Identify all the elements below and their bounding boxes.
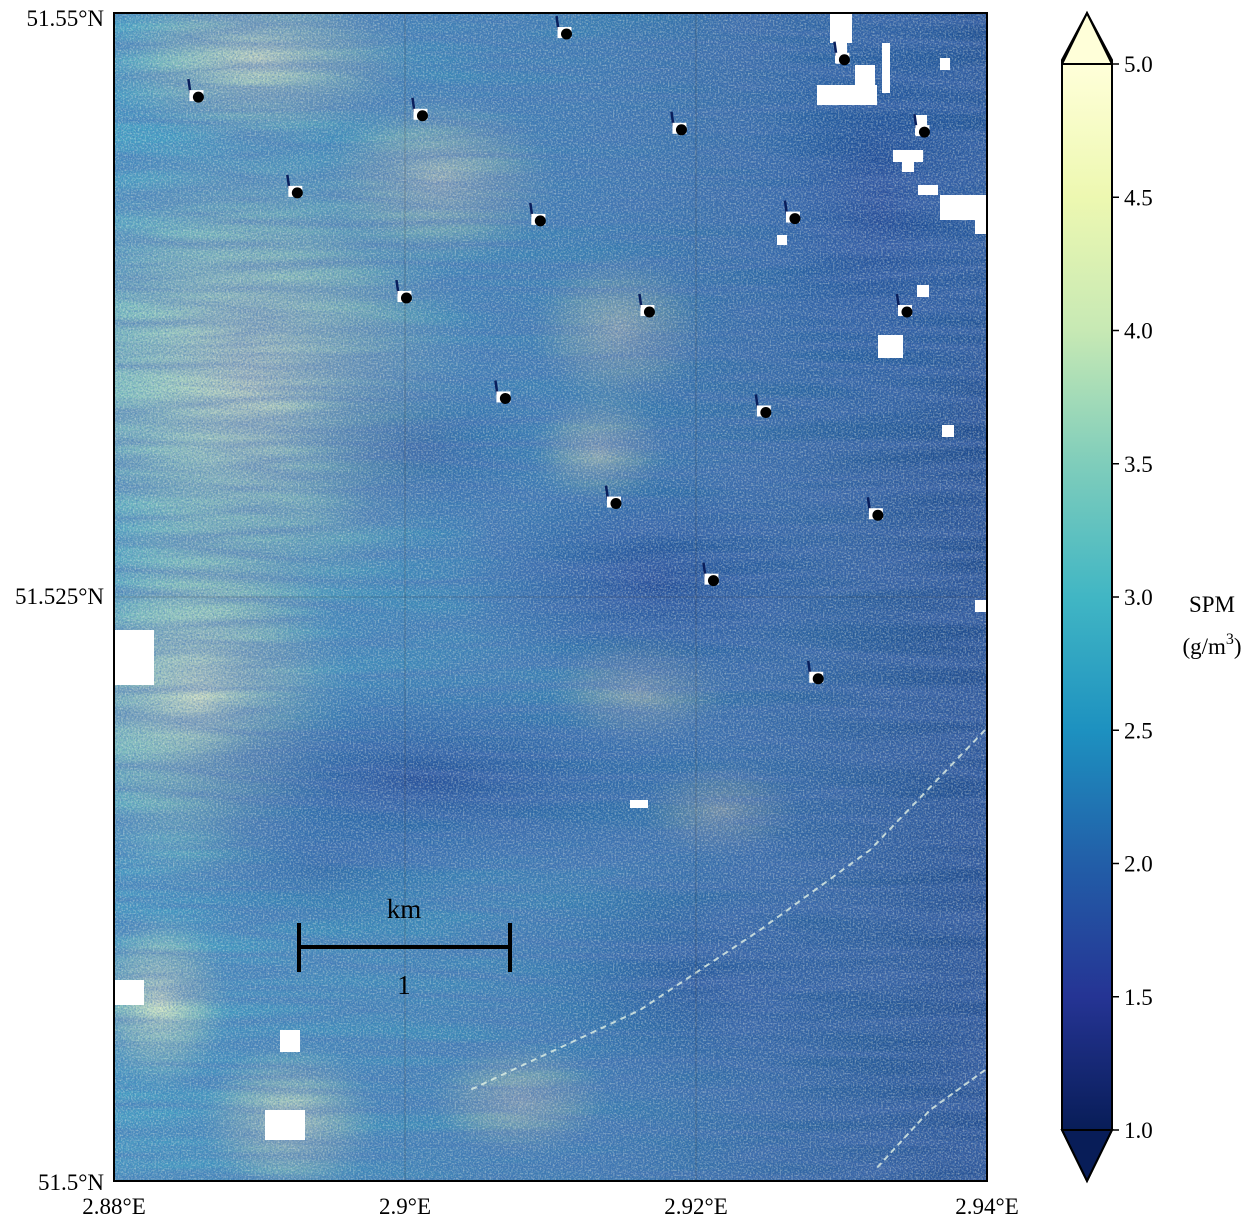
colorbar-tick-label: 1.5 xyxy=(1124,985,1153,1010)
turbine-marker xyxy=(555,15,573,40)
map-frame xyxy=(113,12,988,1182)
latitude-tick-labels: 51.55°N 51.525°N 51.5°N xyxy=(15,6,104,1195)
colorbar-tick-label: 3.5 xyxy=(1124,452,1153,477)
colorbar-tick-label: 5.0 xyxy=(1124,52,1153,77)
lon-tick-label-4: 2.94°E xyxy=(955,1194,1019,1219)
turbine-marker xyxy=(395,279,412,304)
colorbar-tick-label: 1.0 xyxy=(1124,1118,1153,1143)
colorbar-gradient xyxy=(1062,64,1112,1130)
colorbar-tick-label: 3.0 xyxy=(1124,585,1153,610)
no-data-mask xyxy=(114,13,987,1140)
colorbar-tick-label: 2.0 xyxy=(1124,852,1153,877)
turbine-marker xyxy=(806,660,824,685)
turbine-marker xyxy=(702,562,719,587)
turbine-marker xyxy=(638,293,655,318)
turbine-marker xyxy=(754,394,772,418)
turbine-marker xyxy=(529,202,546,227)
turbine-marker xyxy=(187,78,204,103)
turbine-marker xyxy=(286,174,303,199)
turbine-marker xyxy=(604,485,622,510)
turbine-marker xyxy=(494,380,511,404)
colorbar: 1.0 1.5 2.0 2.5 3.0 3.5 4.0 4.5 5.0 SPM (g/m3) xyxy=(1060,10,1242,1184)
lon-tick-label-3: 2.92°E xyxy=(664,1194,728,1219)
scale-bar: km 1 xyxy=(297,894,512,1000)
longitude-tick-labels: 2.88°E 2.9°E 2.92°E 2.94°E xyxy=(82,1194,1019,1219)
turbine-marker xyxy=(913,113,930,138)
turbine-marker xyxy=(895,293,913,318)
turbine-marker xyxy=(670,111,687,136)
spm-raster-map: km 1 xyxy=(114,13,987,1181)
lat-tick-label-middle: 51.525°N xyxy=(15,584,104,609)
lon-tick-label-1: 2.88°E xyxy=(82,1194,146,1219)
colorbar-label-units: (g/m3) xyxy=(1182,631,1241,659)
turbine-marker xyxy=(833,41,850,66)
turbine-marker xyxy=(783,200,801,225)
gridlines xyxy=(114,13,987,1181)
scale-bar-unit: km xyxy=(387,894,422,924)
lat-tick-label-bottom: 51.5°N xyxy=(38,1170,104,1195)
colorbar-extend-min xyxy=(1060,1129,1114,1184)
turbine-marker xyxy=(411,97,428,122)
colorbar-label-title: SPM xyxy=(1189,592,1235,617)
turbine-marker xyxy=(866,497,884,521)
colorbar-extend-max xyxy=(1061,10,1113,65)
lon-tick-label-2: 2.9°E xyxy=(379,1194,431,1219)
colorbar-tick-label: 2.5 xyxy=(1124,718,1153,743)
lat-tick-label-top: 51.55°N xyxy=(26,6,104,31)
turbine-markers xyxy=(187,15,930,685)
scale-bar-length: 1 xyxy=(397,970,411,1000)
colorbar-tick-label: 4.5 xyxy=(1124,185,1153,210)
colorbar-tick-label: 4.0 xyxy=(1124,319,1153,344)
colorbar-ticks: 1.0 1.5 2.0 2.5 3.0 3.5 4.0 4.5 5.0 xyxy=(1112,52,1153,1143)
